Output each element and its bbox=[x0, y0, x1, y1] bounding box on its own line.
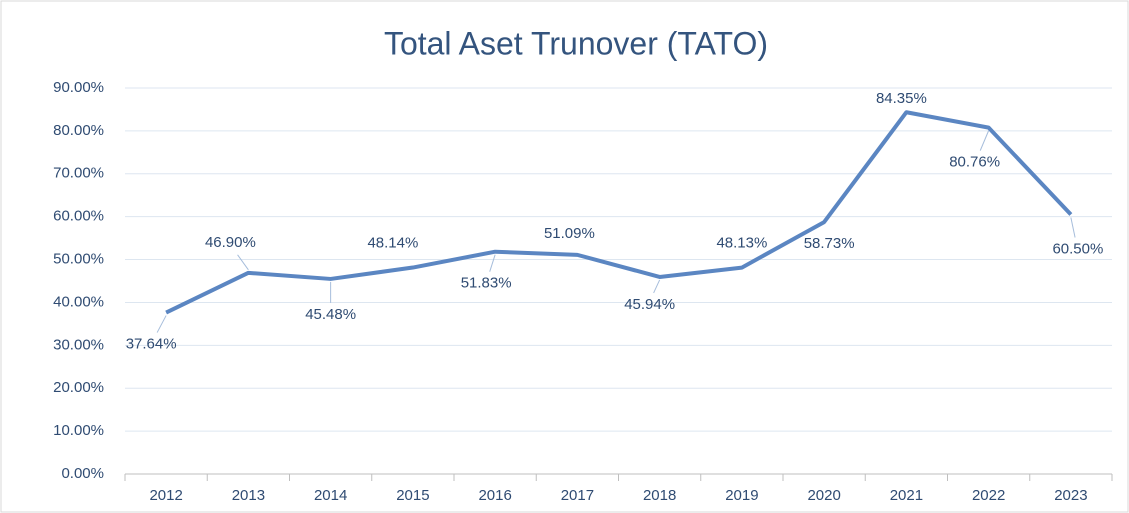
data-label: 45.48% bbox=[305, 306, 356, 323]
x-tick-label: 2022 bbox=[972, 487, 1005, 504]
x-tick-label: 2012 bbox=[149, 487, 182, 504]
x-tick-label: 2017 bbox=[561, 487, 594, 504]
x-tick-label: 2019 bbox=[725, 487, 758, 504]
data-line bbox=[165, 110, 1073, 315]
data-label: 48.13% bbox=[716, 235, 767, 252]
x-tick-label: 2018 bbox=[643, 487, 676, 504]
data-label: 48.14% bbox=[367, 235, 418, 252]
y-tick-label: 20.00% bbox=[53, 379, 104, 396]
leader-line bbox=[237, 254, 249, 271]
y-tick-label: 70.00% bbox=[53, 165, 104, 182]
y-tick-label: 30.00% bbox=[53, 336, 104, 353]
x-tick-label: 2016 bbox=[478, 487, 511, 504]
data-label: 84.35% bbox=[876, 90, 927, 107]
leader-line bbox=[653, 279, 661, 294]
data-label: 58.73% bbox=[804, 235, 855, 252]
data-label: 80.76% bbox=[949, 154, 1000, 171]
leader-line bbox=[156, 315, 167, 333]
x-tick-label: 2014 bbox=[314, 487, 347, 504]
data-label: 51.09% bbox=[544, 225, 595, 242]
x-tick-label: 2013 bbox=[232, 487, 265, 504]
y-tick-label: 40.00% bbox=[53, 293, 104, 310]
y-tick-label: 60.00% bbox=[53, 208, 104, 225]
leader-line bbox=[1070, 217, 1076, 238]
x-tick-label: 2015 bbox=[396, 487, 429, 504]
y-tick-label: 50.00% bbox=[53, 251, 104, 268]
data-label: 37.64% bbox=[126, 336, 177, 353]
data-label: 45.94% bbox=[624, 296, 675, 313]
data-label: 60.50% bbox=[1052, 240, 1103, 257]
data-label: 51.83% bbox=[461, 275, 512, 292]
chart-title: Total Aset Trunover (TATO) bbox=[384, 25, 768, 61]
leader-line bbox=[489, 254, 496, 272]
y-tick-label: 90.00% bbox=[53, 79, 104, 96]
x-tick-label: 2020 bbox=[807, 487, 840, 504]
x-tick-label: 2021 bbox=[890, 487, 923, 504]
y-tick-label: 80.00% bbox=[53, 122, 104, 139]
data-label: 46.90% bbox=[205, 234, 256, 251]
y-tick-label: 0.00% bbox=[61, 465, 104, 482]
leader-line bbox=[979, 130, 990, 151]
y-tick-label: 10.00% bbox=[53, 422, 104, 439]
x-tick-label: 2023 bbox=[1054, 487, 1087, 504]
